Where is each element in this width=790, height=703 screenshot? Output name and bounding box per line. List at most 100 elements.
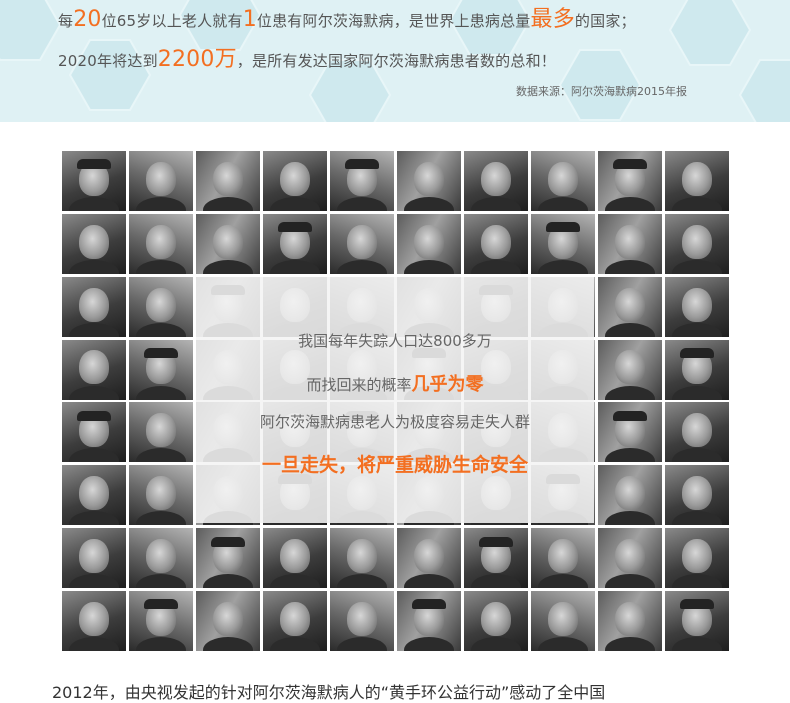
elderly-face-icon [146, 287, 176, 322]
portrait-photo [129, 339, 193, 400]
portrait-photo [129, 213, 193, 274]
portrait-photo [665, 151, 729, 211]
message-overlay [196, 277, 594, 523]
hat-icon [479, 536, 513, 547]
portrait-body-shape [404, 637, 454, 652]
portrait-photo [531, 591, 595, 652]
elderly-face-icon [146, 224, 176, 259]
portrait-photo [129, 151, 193, 211]
elderly-face-icon [548, 601, 578, 636]
portrait-body-shape [538, 197, 588, 211]
portrait-body-shape [672, 637, 722, 652]
elderly-face-icon [682, 476, 712, 511]
elderly-face-icon [414, 161, 444, 196]
portrait-photo [330, 591, 394, 652]
elderly-face-icon [347, 224, 377, 259]
portrait-body-shape [605, 322, 655, 337]
elderly-face-icon [79, 350, 109, 385]
elderly-face-icon [682, 413, 712, 448]
portrait-photo [665, 213, 729, 274]
elderly-face-icon [682, 287, 712, 322]
portrait-body-shape [136, 637, 186, 652]
portrait-photo [129, 465, 193, 526]
elderly-face-icon [146, 413, 176, 448]
hat-icon [77, 410, 111, 421]
portrait-body-shape [69, 259, 119, 274]
elderly-face-icon [414, 538, 444, 573]
elderly-face-icon [481, 161, 511, 196]
elderly-face-icon [213, 601, 243, 636]
elderly-face-icon [146, 161, 176, 196]
portrait-body-shape [605, 574, 655, 589]
portrait-body-shape [69, 574, 119, 589]
elderly-face-icon [682, 161, 712, 196]
hexagon-pattern-icon [0, 0, 790, 122]
portrait-photo [665, 591, 729, 652]
elderly-face-icon [79, 476, 109, 511]
portrait-photo [397, 213, 461, 274]
portrait-photo [263, 528, 327, 589]
overlay-line-4-warning: 一旦走失，将严重威胁生命安全 [261, 454, 528, 476]
portrait-body-shape [136, 448, 186, 463]
portrait-body-shape [404, 259, 454, 274]
portrait-photo [196, 528, 260, 589]
portrait-body-shape [69, 197, 119, 211]
elderly-face-icon [481, 601, 511, 636]
portrait-body-shape [203, 259, 253, 274]
portrait-body-shape [270, 197, 320, 211]
elderly-face-icon [548, 538, 578, 573]
elderly-face-icon [213, 224, 243, 259]
portrait-photo [665, 402, 729, 463]
portrait-body-shape [605, 259, 655, 274]
elderly-face-icon [347, 601, 377, 636]
portrait-body-shape [672, 448, 722, 463]
overlay-line-2-highlight: 几乎为零 [411, 374, 484, 395]
portrait-body-shape [404, 574, 454, 589]
elderly-face-icon [280, 601, 310, 636]
hat-icon [77, 159, 111, 170]
elderly-face-icon [615, 538, 645, 573]
portrait-photo [531, 213, 595, 274]
portrait-body-shape [672, 322, 722, 337]
overlay-line-2: 而找回来的概率几乎为零 [0, 370, 790, 396]
portrait-body-shape [538, 259, 588, 274]
stats-line-1-part-1: 每 [58, 12, 74, 30]
elderly-face-icon [682, 224, 712, 259]
elderly-face-icon [280, 161, 310, 196]
elderly-face-icon [280, 538, 310, 573]
portrait-body-shape [203, 574, 253, 589]
portrait-photo [464, 528, 528, 589]
portrait-body-shape [69, 448, 119, 463]
portrait-photo [665, 276, 729, 337]
portrait-body-shape [270, 637, 320, 652]
portrait-photo [598, 591, 662, 652]
portrait-photo [196, 213, 260, 274]
hat-icon [546, 222, 580, 233]
portrait-photo [598, 402, 662, 463]
elderly-face-icon [79, 287, 109, 322]
portrait-body-shape [605, 197, 655, 211]
portrait-photo [62, 213, 126, 274]
portrait-photo [62, 591, 126, 652]
portrait-body-shape [69, 637, 119, 652]
portrait-photo [263, 591, 327, 652]
data-source-note: 数据来源：阿尔茨海默病2015年报 [516, 85, 687, 98]
portrait-body-shape [605, 448, 655, 463]
portrait-photo [129, 276, 193, 337]
portrait-photo [196, 151, 260, 211]
elderly-face-icon [548, 161, 578, 196]
portrait-photo [464, 591, 528, 652]
portrait-body-shape [270, 574, 320, 589]
portrait-body-shape [404, 197, 454, 211]
portrait-photo [62, 528, 126, 589]
overlay-line-2-prefix: 而找回来的概率 [306, 376, 412, 394]
overlay-line-3: 阿尔茨海默病患老人为极度容易走失人群 [259, 413, 530, 431]
portrait-photo [531, 151, 595, 211]
portrait-photo [397, 591, 461, 652]
stat-highlight-most: 最多 [530, 7, 575, 32]
hat-icon [680, 599, 714, 610]
portrait-photo [665, 528, 729, 589]
stat-number-1: 1 [242, 7, 257, 32]
portrait-photo [598, 465, 662, 526]
portrait-body-shape [337, 197, 387, 211]
